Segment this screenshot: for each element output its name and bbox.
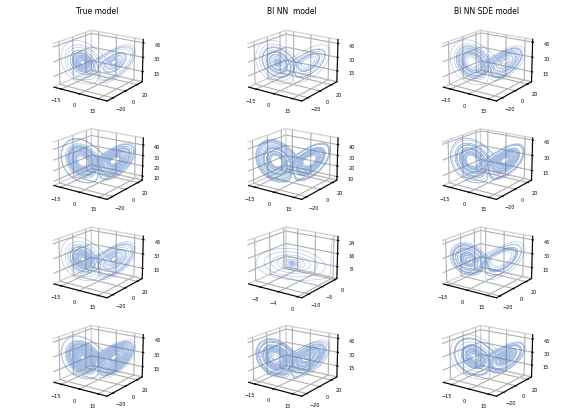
Title: BI NN  model: BI NN model	[267, 7, 317, 16]
Title: True model: True model	[76, 7, 119, 16]
Title: BI NN SDE model: BI NN SDE model	[454, 7, 519, 16]
